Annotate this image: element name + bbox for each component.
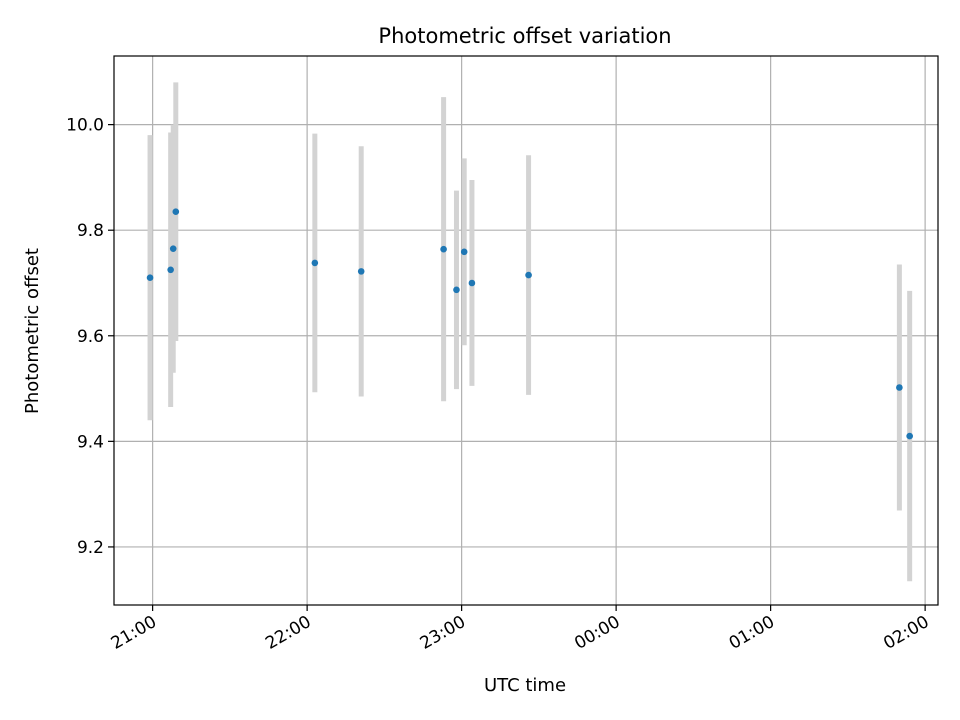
data-point (525, 271, 532, 279)
axis-ticks: 21:00 22:00 23:00 00:00 01:00 02:00 9.2 9.4 9.6 9… (66, 116, 932, 654)
data-point (906, 432, 913, 440)
y-axis-label: Photometric offset (22, 248, 43, 414)
plot-frame (113, 55, 939, 606)
data-point (167, 266, 174, 274)
y-tick-label: 9.4 (77, 432, 104, 452)
data-point (453, 286, 460, 294)
data-point (311, 259, 319, 267)
data-point (146, 274, 154, 282)
x-tick-label: 23:00 (417, 612, 469, 654)
data-point (357, 268, 365, 275)
data-point (440, 245, 447, 253)
y-tick-label: 9.2 (77, 538, 104, 558)
y-tick-label: 9.6 (77, 327, 104, 347)
chart-title: Photometric offset variation (378, 24, 671, 48)
grid (114, 56, 938, 605)
data-point (468, 279, 476, 287)
data-point (460, 248, 468, 256)
y-tick-label: 9.8 (77, 221, 104, 241)
y-tick-label: 10.0 (66, 116, 104, 136)
data-point (172, 208, 180, 216)
x-tick-label: 02:00 (880, 612, 932, 654)
x-tick-label: 21:00 (108, 612, 160, 654)
data-point (896, 384, 903, 391)
data-points (146, 208, 913, 440)
error-bars (147, 82, 913, 582)
x-tick-label: 00:00 (571, 612, 623, 654)
x-axis-label: UTC time (484, 675, 566, 696)
data-point (169, 245, 177, 252)
x-tick-label: 22:00 (262, 612, 314, 654)
x-tick-label: 01:00 (726, 612, 778, 654)
